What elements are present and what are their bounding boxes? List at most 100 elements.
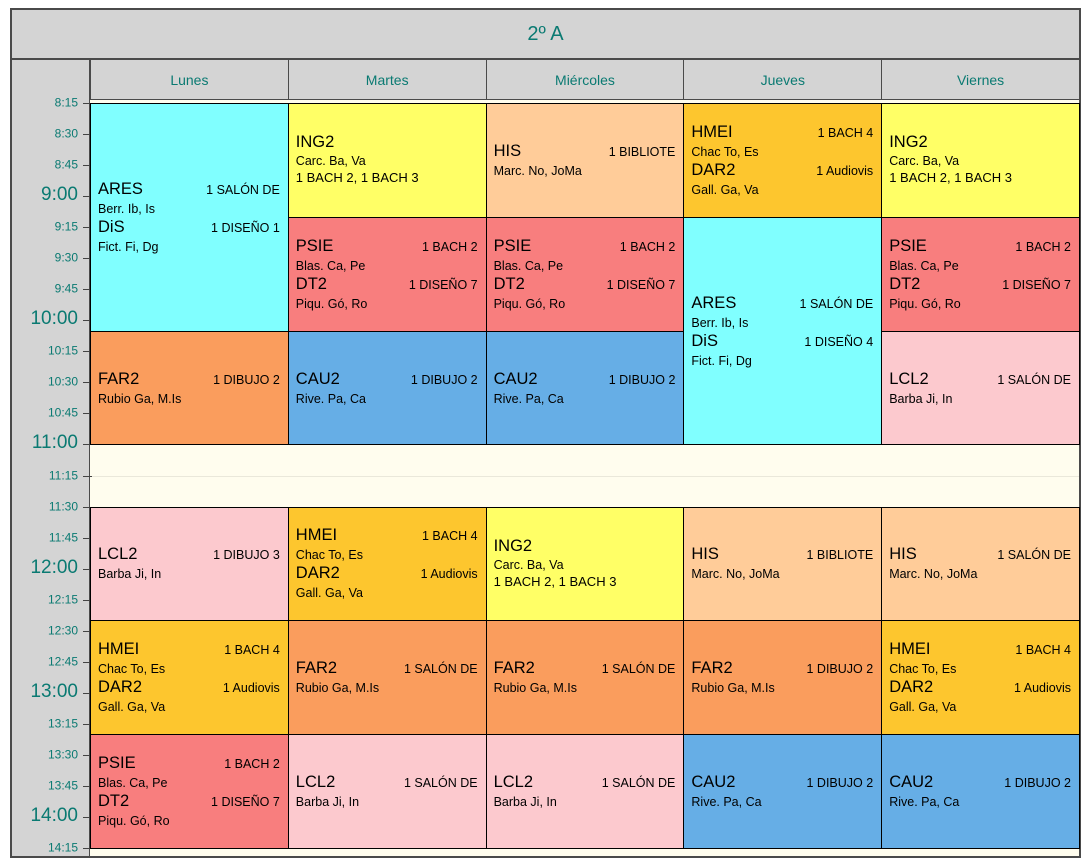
tick-mark — [83, 848, 92, 849]
schedule-cell[interactable]: FAR2 1 SALÓN DE Rubio Ga, M.Is — [287, 620, 487, 736]
tick-mark — [83, 630, 92, 632]
time-label: 11:45 — [48, 530, 78, 545]
schedule-cell[interactable]: FAR2 1 DIBUJO 2 Rubio Ga, M.Is — [683, 620, 883, 736]
subject-room: 1 SALÓN DE — [403, 662, 478, 677]
subject-teachers: Chac To, Es — [295, 548, 363, 563]
subject-code: DT2 — [889, 274, 921, 293]
subject-room: 1 DISEÑO 7 — [606, 277, 676, 292]
subject-room: 1 DISEÑO 7 — [408, 277, 478, 292]
subject-code: DiS — [691, 331, 718, 350]
time-label: 13:00 — [30, 680, 78, 702]
subject-teachers: Barba Ji, In — [889, 391, 953, 406]
schedule-cell[interactable]: ARES 1 SALÓN DE Berr. Ib, Is DiS 1 DISEÑO 4 F… — [683, 216, 883, 446]
schedule-cell[interactable]: FAR2 1 DIBUJO 2 Rubio Ga, M.Is — [90, 330, 289, 446]
schedule-cell[interactable]: CAU2 1 DIBUJO 2 Rive. Pa, Ca — [287, 330, 487, 446]
subject-code: ING2 — [295, 133, 335, 152]
time-label: 9:15 — [54, 219, 78, 234]
subject-room: 1 Audiovis — [420, 567, 478, 582]
tick-mark — [83, 506, 92, 508]
subject-room: 1 DISEÑO 7 — [1002, 277, 1071, 292]
time-label: 12:30 — [47, 623, 78, 638]
subject-code: CAU2 — [493, 369, 538, 388]
tick-mark — [83, 196, 92, 198]
subject-line: DAR2 1 Audiovis — [691, 160, 873, 182]
day-header-row: Lunes Martes Miércoles Jueves Viernes — [12, 60, 1079, 100]
subject-teachers: Fict. Fi, Dg — [98, 239, 159, 254]
subject-room: 1 SALÓN DE — [601, 776, 676, 791]
subject-code: DAR2 — [691, 160, 736, 179]
subject-line: HIS 1 SALÓN DE — [889, 544, 1071, 566]
schedule-cell[interactable]: HMEI 1 BACH 4 Chac To, Es DAR2 1 Audiovis Gal… — [90, 620, 289, 736]
schedule-cell[interactable]: ING2 Carc. Ba, Va 1 BACH 2, 1 BACH 3 — [287, 103, 487, 218]
subject-teachers: Rive. Pa, Ca — [295, 391, 366, 406]
subject-line: ING2 — [494, 536, 676, 557]
tick-mark — [83, 382, 92, 384]
subject-room: 1 BACH 2 — [1015, 239, 1071, 254]
schedule-cell[interactable]: ARES 1 SALÓN DE Berr. Ib, Is DiS 1 DISEÑO 1 F… — [90, 103, 289, 332]
subject-teachers: Gall. Ga, Va — [98, 700, 166, 715]
time-label: 10:45 — [47, 405, 78, 420]
subject-code: DT2 — [295, 274, 327, 293]
subject-room: 1 DIBUJO 2 — [608, 372, 676, 387]
day-header-3: Jueves — [683, 60, 881, 99]
time-label: 8:45 — [54, 157, 78, 172]
subject-teachers: Rive. Pa, Ca — [691, 795, 762, 810]
subject-code: FAR2 — [98, 369, 140, 388]
schedule-cell[interactable]: PSIE 1 BACH 2 Blas. Ca, Pe DT2 1 DISEÑO 7 Piq… — [881, 216, 1080, 332]
subject-room: 1 DISEÑO 1 — [211, 220, 280, 235]
schedule-cell[interactable]: ING2 Carc. Ba, Va 1 BACH 2, 1 BACH 3 — [881, 103, 1080, 218]
schedule-cell[interactable]: HMEI 1 BACH 4 Chac To, Es DAR2 1 Audiovis Gal… — [287, 506, 487, 622]
schedule-cell[interactable]: CAU2 1 DIBUJO 2 Rive. Pa, Ca — [881, 734, 1080, 849]
subject-room: 1 DIBUJO 2 — [1004, 776, 1071, 791]
subject-code: LCL2 — [889, 369, 929, 388]
schedule-cell[interactable]: PSIE 1 BACH 2 Blas. Ca, Pe DT2 1 DISEÑO 7 Piq… — [287, 216, 487, 332]
subject-room: 1 DISEÑO 4 — [804, 334, 874, 349]
schedule-cell[interactable]: PSIE 1 BACH 2 Blas. Ca, Pe DT2 1 DISEÑO 7 Piq… — [90, 734, 289, 849]
schedule-cell[interactable]: LCL2 1 DIBUJO 3 Barba Ji, In — [90, 506, 289, 622]
subject-line: CAU2 1 DIBUJO 2 — [296, 369, 478, 391]
subject-code: CAU2 — [889, 773, 934, 792]
subject-teachers: Piqu. Gó, Ro — [295, 296, 368, 311]
subject-teachers: Barba Ji, In — [295, 795, 360, 810]
subject-room: 1 BACH 2 — [224, 757, 280, 772]
subject-room: 1 BACH 2 — [619, 239, 676, 254]
day-header-1: Martes — [287, 60, 486, 99]
subject-groups: 1 BACH 2, 1 BACH 3 — [889, 170, 1013, 186]
schedule-cell[interactable]: LCL2 1 SALÓN DE Barba Ji, In — [881, 330, 1080, 446]
day-header-label: Viernes — [956, 71, 1005, 88]
tick-mark — [83, 165, 92, 167]
subject-teachers: Berr. Ib, Is — [691, 315, 749, 330]
subject-code: DiS — [98, 217, 125, 236]
subject-room: 1 BIBLIOTE — [806, 548, 874, 563]
subject-code: HIS — [691, 545, 719, 564]
schedule-cell[interactable]: HIS 1 SALÓN DE Marc. No, JoMa — [881, 506, 1080, 622]
subject-line: DT2 1 DISEÑO 7 — [889, 274, 1071, 296]
schedule-cell[interactable]: HMEI 1 BACH 4 Chac To, Es DAR2 1 Audiovis Gal… — [881, 620, 1080, 736]
subject-line: FAR2 1 DIBUJO 2 — [691, 658, 873, 680]
schedule-cell[interactable]: PSIE 1 BACH 2 Blas. Ca, Pe DT2 1 DISEÑO 7 Piq… — [485, 216, 685, 332]
schedule-cell[interactable]: LCL2 1 SALÓN DE Barba Ji, In — [287, 734, 487, 849]
schedule-cell[interactable]: ING2 Carc. Ba, Va 1 BACH 2, 1 BACH 3 — [485, 506, 685, 622]
subject-room: 1 DIBUJO 2 — [806, 776, 874, 791]
time-label: 10:00 — [30, 308, 78, 330]
subject-line: FAR2 1 DIBUJO 2 — [98, 369, 280, 391]
subject-code: DAR2 — [295, 564, 340, 583]
schedule-cell[interactable]: FAR2 1 SALÓN DE Rubio Ga, M.Is — [485, 620, 685, 736]
subject-code: HMEI — [889, 640, 931, 659]
time-label: 13:30 — [47, 747, 78, 762]
subject-code: PSIE — [295, 236, 334, 255]
schedule-cell[interactable]: LCL2 1 SALÓN DE Barba Ji, In — [485, 734, 685, 849]
schedule-cell[interactable]: CAU2 1 DIBUJO 2 Rive. Pa, Ca — [485, 330, 685, 446]
schedule-cell[interactable]: HMEI 1 BACH 4 Chac To, Es DAR2 1 Audiovis Gal… — [683, 103, 883, 218]
tick-mark — [83, 599, 92, 601]
subject-teachers: Rubio Ga, M.Is — [295, 681, 380, 696]
schedule-cell[interactable]: HIS 1 BIBLIOTE Marc. No, JoMa — [485, 103, 685, 218]
subject-code: PSIE — [493, 236, 532, 255]
subject-room: 1 DIBUJO 2 — [410, 372, 478, 387]
tick-mark — [83, 103, 92, 104]
schedule-cell[interactable]: CAU2 1 DIBUJO 2 Rive. Pa, Ca — [683, 734, 883, 849]
subject-code: HIS — [493, 141, 522, 160]
tick-mark — [83, 754, 92, 756]
schedule-cell[interactable]: HIS 1 BIBLIOTE Marc. No, JoMa — [683, 506, 883, 622]
subject-code: LCL2 — [98, 545, 138, 564]
